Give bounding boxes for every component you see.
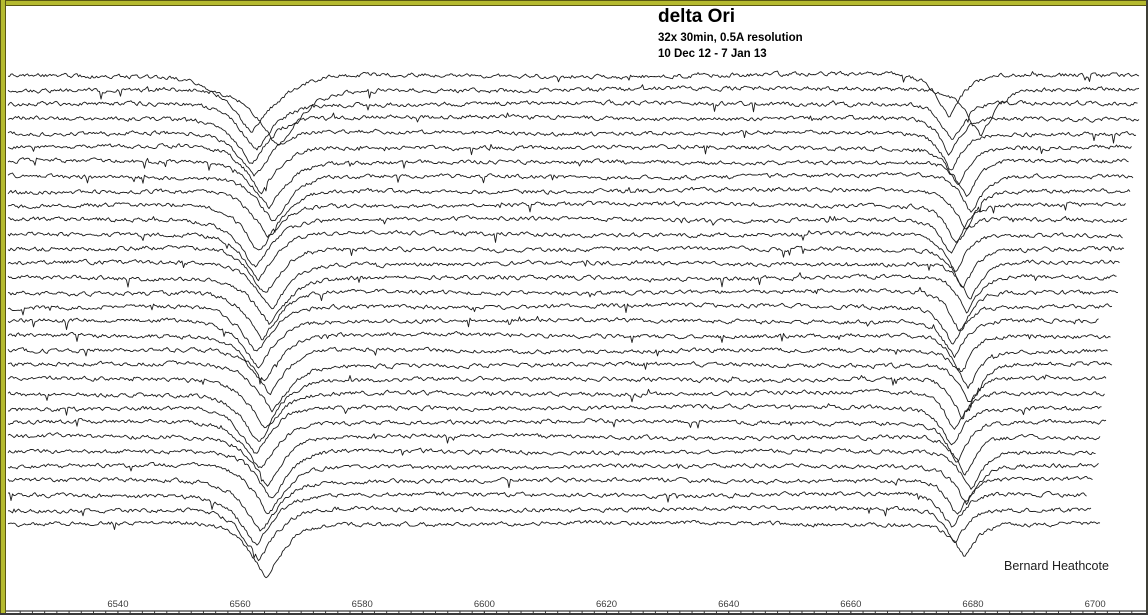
spectrum-trace-11 xyxy=(7,215,1128,268)
spectrum-trace-21 xyxy=(7,360,1113,413)
spectrum-trace-15 xyxy=(7,272,1117,325)
window-border-left xyxy=(0,0,6,615)
x-axis-tick-label: 6540 xyxy=(107,599,128,610)
chart-subtitle-dates: 10 Dec 12 - 7 Jan 13 xyxy=(658,48,767,61)
spectrum-trace-2 xyxy=(7,84,1140,146)
chart-title: delta Ori xyxy=(658,6,736,27)
spectrum-trace-26 xyxy=(7,432,1101,487)
spectrum-trace-25 xyxy=(7,418,1107,469)
title-block: delta Ori 32x 30min, 0.5A resolution 10 … xyxy=(658,5,803,62)
spectrum-trace-10 xyxy=(7,200,1126,251)
window-border-top xyxy=(0,0,1148,6)
spectrum-trace-6 xyxy=(7,143,1132,195)
spectrum-trace-19 xyxy=(7,330,1111,385)
spectrum-trace-9 xyxy=(7,186,1131,238)
spectrum-trace-16 xyxy=(7,286,1119,341)
window-border-right xyxy=(1146,0,1148,615)
window-border-bottom xyxy=(0,613,1148,615)
spectrum-trace-4 xyxy=(7,112,1140,164)
spectrum-trace-32 xyxy=(7,519,1101,579)
spectrum-trace-8 xyxy=(7,171,1134,222)
spectrum-trace-1 xyxy=(7,70,1140,133)
x-axis-tick-label: 6620 xyxy=(596,599,617,610)
spectrum-trace-23 xyxy=(7,388,1105,442)
x-axis-tick-label: 6700 xyxy=(1085,599,1106,610)
spectrum-trace-14 xyxy=(7,258,1120,310)
x-axis-tick-label: 6680 xyxy=(962,599,983,610)
spectrum-trace-30 xyxy=(8,490,1087,546)
chart-subtitle-exposure: 32x 30min, 0.5A resolution xyxy=(658,31,803,44)
x-axis-tick-label: 6580 xyxy=(352,599,373,610)
x-axis-tick-label: 6640 xyxy=(718,599,739,610)
spectrum-trace-28 xyxy=(7,461,1099,515)
spectrum-trace-24 xyxy=(7,403,1102,454)
spectrum-trace-3 xyxy=(7,99,1138,151)
spectrum-trace-31 xyxy=(7,505,1092,562)
spectrum-trace-20 xyxy=(7,346,1108,396)
credit-label: Bernard Heathcote xyxy=(1004,559,1109,573)
spectrum-trace-12 xyxy=(7,229,1123,282)
x-axis-tick-label: 6660 xyxy=(840,599,861,610)
spectrum-trace-29 xyxy=(7,476,1093,532)
spectrum-trace-22 xyxy=(7,374,1107,429)
spectrum-trace-17 xyxy=(7,302,1113,352)
spectrum-trace-13 xyxy=(7,244,1125,293)
spectrum-trace-7 xyxy=(7,157,1129,210)
spectrum-trace-27 xyxy=(7,447,1096,499)
x-axis-tick-label: 6560 xyxy=(230,599,251,610)
x-axis-tick-label: 6600 xyxy=(474,599,495,610)
spectrum-trace-18 xyxy=(7,315,1099,369)
spectrum-trace-5 xyxy=(7,128,1137,177)
